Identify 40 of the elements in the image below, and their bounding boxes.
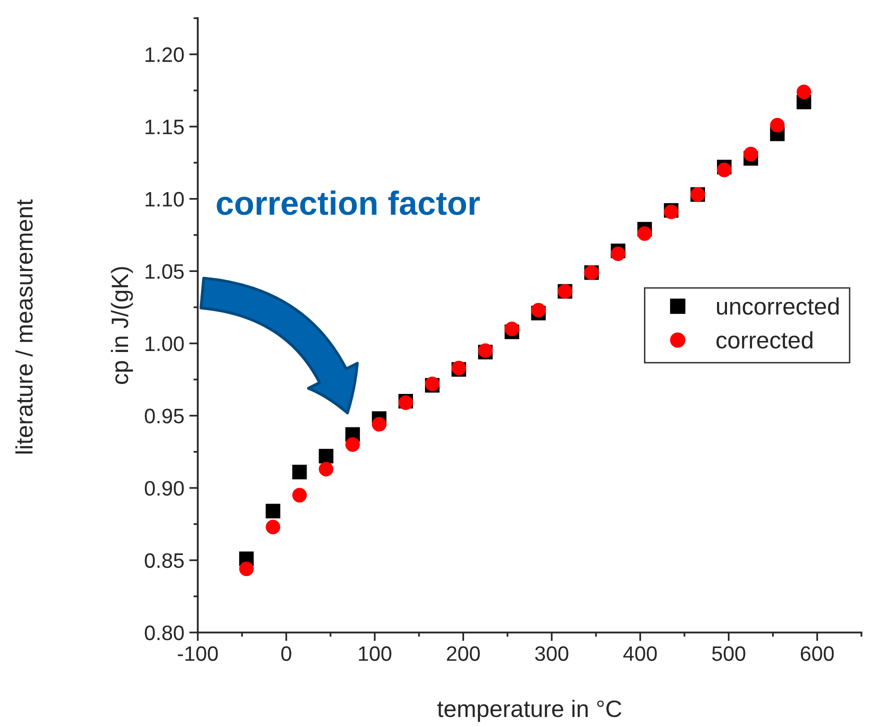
x-tick-label: 200 <box>446 646 480 661</box>
point <box>318 462 334 476</box>
y-tick-label: 1.20 <box>146 47 184 62</box>
point <box>266 504 280 518</box>
point <box>292 488 307 502</box>
text: literature / measurement <box>15 199 33 454</box>
point <box>770 118 785 132</box>
x-tick-label: 400 <box>623 646 657 661</box>
y-tick-label: 1.10 <box>146 192 184 207</box>
legend-label: corrected <box>716 331 812 349</box>
y-tick-label: 1.05 <box>146 264 184 279</box>
y-tick-label: 0.90 <box>144 480 184 496</box>
x-tick-label: -100 <box>178 646 218 661</box>
x-tick-label: 0 <box>281 646 292 661</box>
point <box>239 562 254 576</box>
point <box>610 246 626 262</box>
point <box>504 322 520 336</box>
point <box>744 146 758 162</box>
x-tick-label: 600 <box>800 646 834 661</box>
point <box>637 226 652 241</box>
y-axis-title: cp in J/(gK) <box>110 267 133 384</box>
point <box>796 84 812 100</box>
x-axis-title: temperature in °C <box>437 700 622 722</box>
point <box>345 437 360 452</box>
point <box>531 302 546 318</box>
y-tick-label: 0.80 <box>144 625 184 640</box>
point <box>372 417 386 432</box>
point <box>716 162 732 178</box>
y-tick-label: 0.95 <box>144 408 184 424</box>
legend-label: uncorrected <box>717 297 839 315</box>
point <box>266 520 280 534</box>
x-tick-label: 100 <box>358 646 392 661</box>
y-tick-label: 1.15 <box>146 120 184 134</box>
point <box>318 448 334 464</box>
y-tick-label: 0.85 <box>144 553 184 568</box>
point <box>292 464 307 480</box>
y-tick-label: 1.00 <box>146 336 184 352</box>
x-tick-label: 500 <box>712 646 746 661</box>
annotation: correction factor <box>216 190 480 216</box>
x-tick-label: 300 <box>535 646 568 661</box>
